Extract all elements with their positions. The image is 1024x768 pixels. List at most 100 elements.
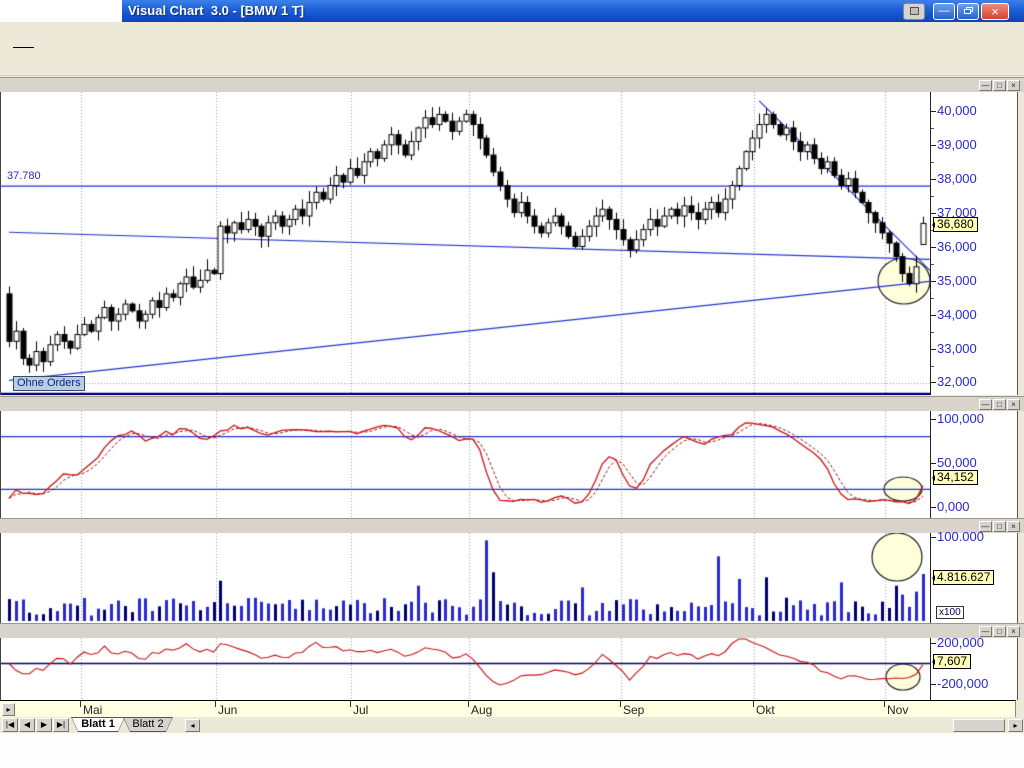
axis-tick-label: 0,000 xyxy=(937,499,970,514)
horizontal-scrollbar-thumb[interactable] xyxy=(953,719,1005,732)
panel-maximize-button[interactable]: □ xyxy=(993,80,1006,91)
stochastic-value-marker: 34,152 xyxy=(932,470,978,485)
panel-maximize-button[interactable]: □ xyxy=(993,399,1006,410)
panel-close-button[interactable]: × xyxy=(1007,521,1020,532)
axis-minor-tick xyxy=(931,230,934,231)
timeaxis-expand-button[interactable]: ▸ xyxy=(2,703,15,716)
cci-canvas[interactable] xyxy=(1,638,930,700)
month-tick xyxy=(80,701,81,707)
volume-panel-header[interactable]: Vol_BMW Vol: 4.816.627P: 11.533.302 — □ … xyxy=(0,518,1024,546)
tab-label: Blatt 2 xyxy=(124,718,172,731)
titlebar-white-patch xyxy=(0,0,122,22)
axis-tick xyxy=(931,349,936,350)
axis-tick xyxy=(931,684,936,685)
volume-multiplier-badge: x100 xyxy=(936,606,964,619)
cci-value-marker: 7,607 xyxy=(931,654,972,669)
stochastic-axis[interactable]: 100,000 50,000 0,000 xyxy=(931,411,1018,518)
cci-plot[interactable] xyxy=(0,638,931,700)
panel-minimize-button[interactable]: — xyxy=(979,399,992,410)
month-tick xyxy=(215,701,216,707)
time-axis[interactable]: ▸ Mai Jun Jul Aug Sep Okt Nov xyxy=(0,700,1016,717)
panel-minimize-button[interactable]: — xyxy=(979,80,992,91)
axis-minor-tick xyxy=(931,128,934,129)
toolbar: Tage ▾ 1 ▾ ▾ xyxy=(0,48,1024,122)
close-button[interactable]: × xyxy=(981,3,1009,20)
axis-tick xyxy=(931,247,936,248)
axis-tick-label: 100,000 xyxy=(937,411,984,426)
panel-close-button[interactable]: × xyxy=(1007,626,1020,637)
panel-close-button[interactable]: × xyxy=(1007,399,1020,410)
cci-panel-header[interactable]: CCI_BMW CCI: 7,6073Band_CCI: 0,0000P: 2.… xyxy=(0,623,1024,651)
tab-label: Blatt 1 xyxy=(72,718,124,731)
axis-tick xyxy=(931,463,936,464)
stochastic-plot[interactable] xyxy=(0,411,931,518)
stochastic-panel-header[interactable]: Stochastic_BMW SK: 34,1524 SD: 24,9980Up… xyxy=(0,396,1024,424)
axis-tick-label: 33,000 xyxy=(937,341,977,356)
stochastic-canvas[interactable] xyxy=(1,411,930,518)
panel-minimize-button[interactable]: — xyxy=(979,626,992,637)
scrollbar-right-arrow[interactable]: ▸ xyxy=(1008,719,1023,732)
axis-tick-label: 200,000 xyxy=(937,635,984,650)
tab-scroll-left-button[interactable]: ◂ xyxy=(185,719,200,732)
prev-sheet-button[interactable]: ◀ xyxy=(19,718,35,732)
stoch-panel-controls: — □ × xyxy=(979,399,1020,410)
panel-minimize-button[interactable]: — xyxy=(979,521,992,532)
menu-bar: DateiBearbeitenAnsichtChartsKurslistenHa… xyxy=(0,22,1024,66)
axis-tick-label: 38,000 xyxy=(937,171,977,186)
axis-tick xyxy=(931,111,936,112)
window-frame-button[interactable] xyxy=(903,3,925,20)
tab-blatt-2[interactable]: Blatt 2 xyxy=(123,717,173,732)
month-label: Jun xyxy=(218,703,238,717)
last-sheet-button[interactable]: ▶| xyxy=(53,718,69,732)
volume-canvas[interactable] xyxy=(1,533,930,623)
cci-axis[interactable]: 200,000 -200,000 xyxy=(931,635,1018,700)
axis-tick xyxy=(931,179,936,180)
minimize-button[interactable]: — xyxy=(933,3,955,20)
next-sheet-button[interactable]: ▶ xyxy=(36,718,52,732)
volume-value-marker: 4.816.627 xyxy=(931,570,995,585)
volume-plot[interactable] xyxy=(0,533,931,623)
axis-tick xyxy=(931,145,936,146)
month-label: Mai xyxy=(83,703,103,717)
axis-minor-tick xyxy=(931,264,934,265)
resistance-level-label: 37.780 xyxy=(7,170,41,182)
axis-tick-label: 34,000 xyxy=(937,307,977,322)
month-tick xyxy=(884,701,885,707)
axis-minor-tick xyxy=(931,365,934,367)
axis-minor-tick xyxy=(931,162,934,163)
axis-tick xyxy=(931,643,936,644)
axis-tick xyxy=(931,315,936,316)
month-label: Aug xyxy=(471,703,493,717)
axis-tick xyxy=(931,507,936,508)
month-tick xyxy=(468,701,469,707)
axis-tick-label: 100.000 xyxy=(937,529,984,544)
month-tick xyxy=(620,701,621,707)
main-price-canvas[interactable] xyxy=(1,92,930,395)
last-price-marker: 36,680 xyxy=(932,217,978,232)
month-label: Okt xyxy=(756,703,775,717)
restore-button[interactable] xyxy=(957,3,979,20)
orders-tooltip[interactable]: Ohne Orders xyxy=(13,376,85,391)
restore-icon xyxy=(963,7,973,15)
axis-tick-label: 32,000 xyxy=(937,374,977,389)
axis-tick-label: 36,000 xyxy=(937,239,977,254)
main-panel-header[interactable]: ▸BMW - End-of-Day 1 TageU: 23:59 O: 36,0… xyxy=(0,77,1024,105)
main-price-axis[interactable]: 40,000 39,000 38,000 37,000 36,000 35,000 34,0… xyxy=(931,92,1018,395)
axis-tick-label: -200,000 xyxy=(937,676,989,691)
panel-maximize-button[interactable]: □ xyxy=(993,626,1006,637)
month-tick xyxy=(753,701,754,707)
first-sheet-button[interactable]: |◀ xyxy=(2,718,18,732)
axis-minor-tick xyxy=(931,298,934,299)
main-price-plot[interactable] xyxy=(0,92,931,395)
panel-maximize-button[interactable]: □ xyxy=(993,521,1006,532)
vol-panel-controls: — □ × xyxy=(979,521,1020,532)
month-label: Nov xyxy=(887,703,909,717)
axis-tick-label: 39,000 xyxy=(937,137,977,152)
window-title: Visual Chart 3.0 - [BMW 1 T] xyxy=(128,3,305,18)
title-bar[interactable]: Visual Chart 3.0 - [BMW 1 T] — × xyxy=(0,0,1024,22)
axis-tick-label: 35,000 xyxy=(937,273,977,288)
tab-blatt-1[interactable]: Blatt 1 xyxy=(71,717,125,732)
axis-tick-label: 37,000 xyxy=(937,205,977,220)
panel-close-button[interactable]: × xyxy=(1007,80,1020,91)
